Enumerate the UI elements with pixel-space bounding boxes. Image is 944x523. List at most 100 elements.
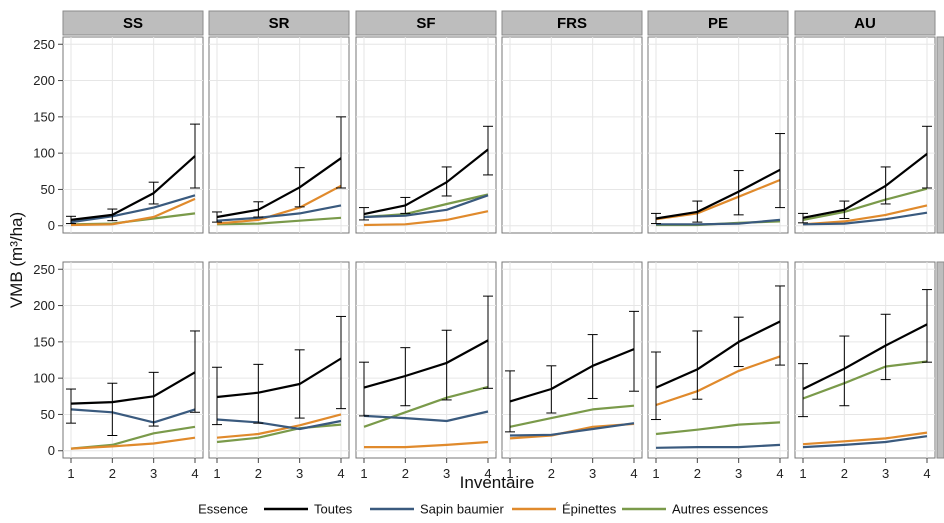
legend-label-toutes: Toutes bbox=[314, 502, 353, 517]
series-line-autres bbox=[802, 187, 928, 221]
legend-label-epinettes: Épinettes bbox=[562, 502, 617, 517]
x-tick-label: 3 bbox=[589, 466, 596, 481]
x-tick-label: 3 bbox=[150, 466, 157, 481]
x-tick-label: 2 bbox=[548, 466, 555, 481]
series-line-sapin bbox=[216, 418, 342, 431]
series-line-autres bbox=[802, 360, 928, 400]
series-line-sapin bbox=[363, 194, 489, 219]
panel-background bbox=[355, 36, 497, 234]
x-tick-label: 1 bbox=[652, 466, 659, 481]
x-tick-label: 2 bbox=[109, 466, 116, 481]
series-line-sapin bbox=[509, 422, 635, 437]
series-line-autres bbox=[216, 216, 342, 226]
panel-background bbox=[794, 36, 936, 234]
series-line-toutes bbox=[363, 339, 489, 389]
column-strip-au bbox=[794, 10, 936, 36]
x-tick-label: 2 bbox=[694, 466, 701, 481]
series-line-autres bbox=[509, 404, 635, 428]
series-line-epinettes bbox=[364, 440, 489, 449]
series-line-sapin bbox=[655, 443, 781, 449]
series-line-sapin bbox=[802, 435, 928, 449]
y-tick-label: 0 bbox=[48, 218, 55, 233]
x-tick-label: 3 bbox=[882, 466, 889, 481]
series-line-sapin bbox=[802, 211, 928, 226]
x-tick-label: 2 bbox=[841, 466, 848, 481]
series-line-sapin bbox=[656, 218, 781, 226]
y-axis-title: VMB (m³/ha) bbox=[7, 212, 26, 308]
y-tick-label: 50 bbox=[41, 407, 55, 422]
series-line-toutes bbox=[70, 155, 196, 221]
row-strip-0 bbox=[936, 36, 944, 234]
x-tick-label: 4 bbox=[923, 466, 930, 481]
series-line-toutes bbox=[509, 348, 635, 403]
series-line-toutes bbox=[802, 323, 928, 390]
y-tick-label: 150 bbox=[33, 109, 55, 124]
x-tick-label: 4 bbox=[337, 466, 344, 481]
column-strip-label: AU bbox=[854, 15, 876, 32]
y-tick-label: 250 bbox=[33, 37, 55, 52]
x-tick-label: 1 bbox=[799, 466, 806, 481]
y-tick-label: 100 bbox=[33, 371, 55, 386]
series-line-toutes bbox=[216, 357, 342, 399]
series-line-toutes bbox=[216, 157, 342, 219]
column-strip-label: SF bbox=[416, 15, 435, 32]
legend-label-sapin: Sapin baumier bbox=[420, 502, 504, 517]
column-strip-label: SR bbox=[269, 15, 290, 32]
x-tick-label: 1 bbox=[67, 466, 74, 481]
column-strip-label: FRS bbox=[557, 15, 587, 32]
panel-background bbox=[501, 36, 643, 234]
x-tick-label: 2 bbox=[255, 466, 262, 481]
series-line-sapin bbox=[363, 410, 489, 423]
column-strip-pe bbox=[647, 10, 789, 36]
x-tick-label: 4 bbox=[776, 466, 783, 481]
x-tick-label: 3 bbox=[735, 466, 742, 481]
legend-title: Essence bbox=[198, 502, 248, 517]
column-strip-label: PE bbox=[708, 15, 728, 32]
y-tick-label: 200 bbox=[33, 298, 55, 313]
y-tick-label: 250 bbox=[33, 262, 55, 277]
series-line-epinettes bbox=[70, 436, 196, 450]
panel-background bbox=[355, 261, 497, 459]
series-line-toutes bbox=[70, 371, 196, 405]
x-tick-label: 3 bbox=[296, 466, 303, 481]
panel-background bbox=[501, 261, 643, 459]
x-tick-label: 4 bbox=[191, 466, 198, 481]
series-line-toutes bbox=[802, 153, 928, 219]
x-tick-label: 1 bbox=[506, 466, 513, 481]
column-strip-ss bbox=[62, 10, 204, 36]
series-line-sapin bbox=[216, 204, 342, 222]
y-tick-label: 50 bbox=[41, 182, 55, 197]
column-strip-sr bbox=[208, 10, 350, 36]
series-line-toutes bbox=[363, 148, 489, 216]
panel-background bbox=[647, 36, 789, 234]
x-tick-label: 3 bbox=[443, 466, 450, 481]
series-line-toutes bbox=[655, 320, 781, 389]
x-tick-label: 1 bbox=[360, 466, 367, 481]
series-line-sapin bbox=[70, 408, 196, 424]
panel-background bbox=[794, 261, 936, 459]
series-line-epinettes bbox=[216, 184, 342, 225]
x-tick-label: 2 bbox=[402, 466, 409, 481]
series-line-epinettes bbox=[655, 355, 781, 407]
x-axis-title: Inventaire bbox=[460, 473, 535, 492]
series-line-epinettes bbox=[216, 413, 342, 439]
y-tick-label: 200 bbox=[33, 73, 55, 88]
legend-label-autres: Autres essences bbox=[672, 502, 769, 517]
column-strip-label: SS bbox=[123, 15, 143, 32]
series-line-autres bbox=[363, 385, 489, 428]
series-line-epinettes bbox=[70, 197, 196, 227]
panel-background bbox=[62, 261, 204, 459]
panel-background bbox=[647, 261, 789, 459]
panel-background bbox=[208, 36, 350, 234]
x-tick-label: 4 bbox=[630, 466, 637, 481]
series-line-epinettes bbox=[802, 431, 928, 446]
series-line-toutes bbox=[655, 168, 781, 220]
x-tick-label: 4 bbox=[484, 466, 491, 481]
y-tick-label: 100 bbox=[33, 146, 55, 161]
series-line-epinettes bbox=[363, 210, 489, 227]
row-strip-1 bbox=[936, 261, 944, 459]
series-line-autres bbox=[216, 423, 342, 444]
series-line-autres bbox=[655, 421, 781, 436]
